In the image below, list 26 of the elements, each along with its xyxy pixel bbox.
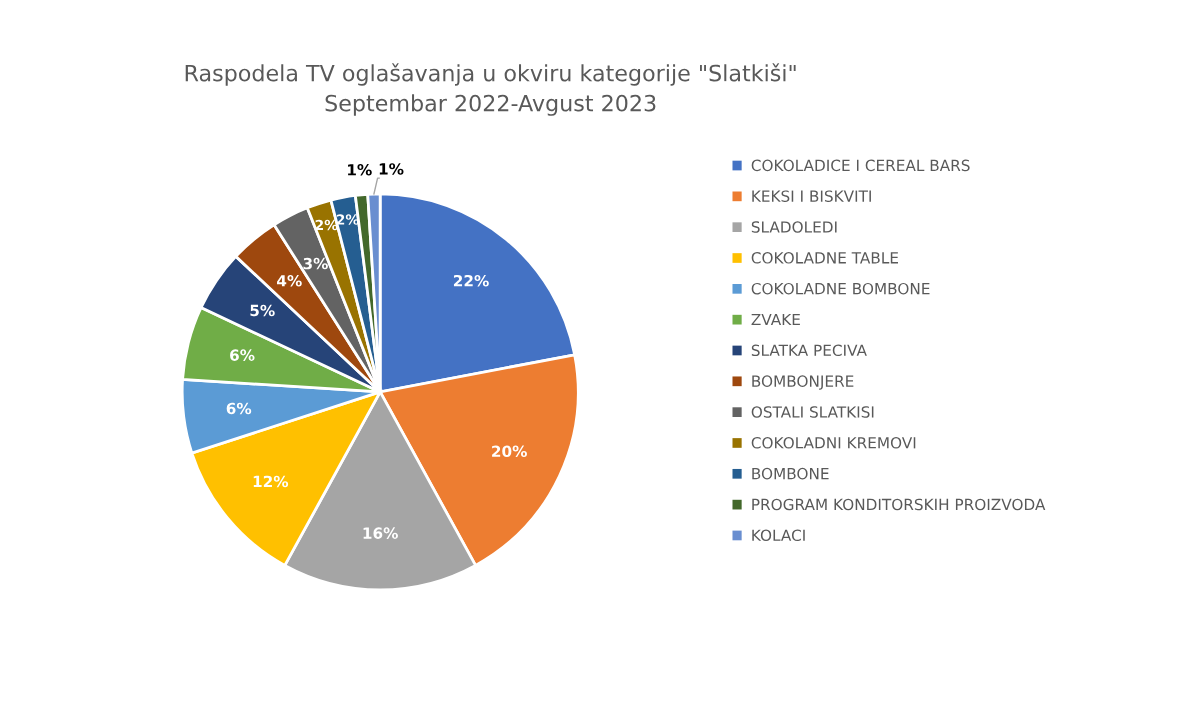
legend-label: ZVAKE — [751, 313, 800, 326]
legend-label: KOLACI — [752, 529, 805, 542]
chart-subtitle: Septembar 2022-Avgust 2023 — [325, 94, 656, 116]
legend-label: SLATKA PECIVA — [751, 344, 867, 357]
legend-label: OSTALI SLATKISI — [751, 406, 874, 418]
data-label: 1% — [348, 164, 372, 176]
legend-label: COKOLADICE I CEREAL BARS — [751, 159, 970, 172]
data-label: 12% — [253, 475, 289, 488]
data-label: 20% — [492, 445, 527, 458]
chart-title: Raspodela TV oglašavanja u okviru kategorije "Slatkiši" — [185, 63, 796, 86]
data-label: 16% — [363, 527, 398, 539]
legend-label: SLADOLEDI — [751, 221, 837, 233]
legend-label: COKOLADNI KREMOVI — [751, 437, 916, 449]
data-label: 4% — [277, 274, 302, 287]
legend-label: BOMBONJERE — [752, 375, 854, 390]
data-label: 1% — [379, 163, 404, 175]
data-label: 22% — [453, 274, 489, 287]
data-label: 6% — [230, 349, 255, 361]
data-label: 5% — [250, 304, 275, 317]
data-label: 3% — [303, 257, 328, 270]
legend-label: BOMBONE — [752, 467, 829, 480]
legend-label: KEKSI I BISKVITI — [752, 190, 871, 202]
legend-label: COKOLADNE TABLE — [751, 252, 898, 264]
legend-label: COKOLADNE BOMBONE — [751, 282, 930, 295]
data-label: 6% — [226, 402, 252, 415]
legend-label: PROGRAM KONDITORSKIH PROIZVODA — [752, 498, 1046, 511]
